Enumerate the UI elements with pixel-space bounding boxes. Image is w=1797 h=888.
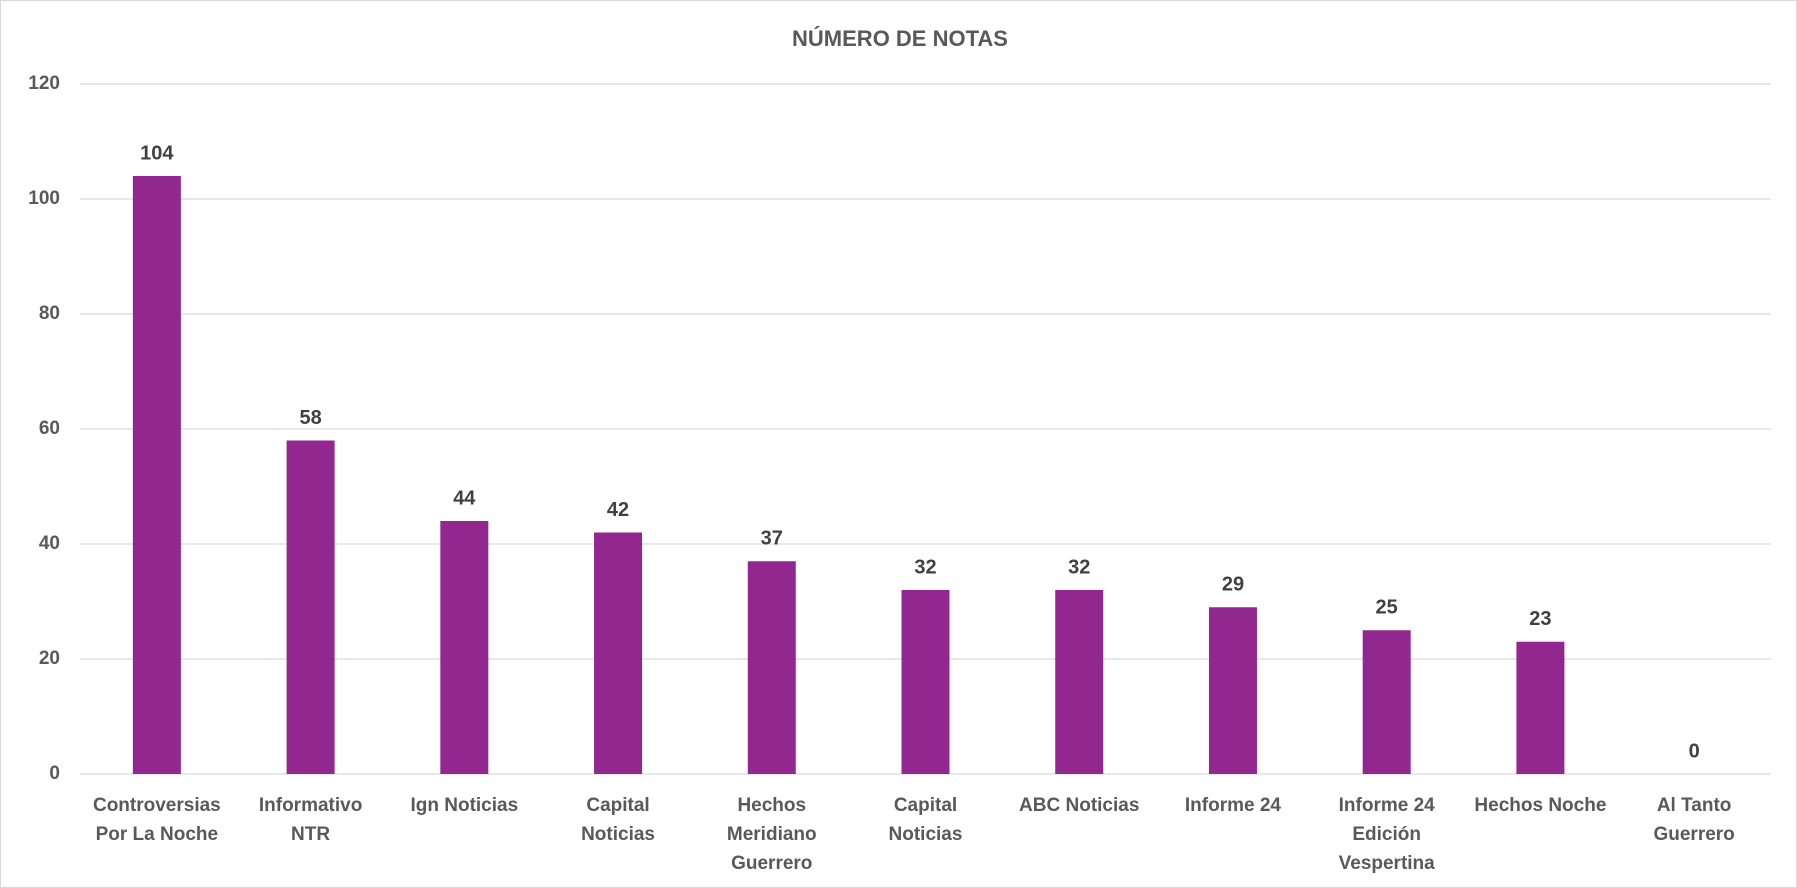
data-label: 25 (1376, 597, 1398, 619)
data-label: 42 (607, 499, 629, 521)
x-tick-label: Informe 24 Edición Vespertina (1339, 795, 1436, 874)
data-label: 32 (914, 556, 936, 578)
data-label: 44 (453, 487, 476, 509)
x-tick-label: Capital Noticias (889, 795, 963, 845)
bar (132, 176, 181, 774)
bar (1208, 607, 1257, 774)
bar (901, 590, 950, 774)
x-tick-label: Al Tanto Guerrero (1653, 795, 1734, 845)
y-tick-label: 60 (39, 418, 60, 439)
bar (440, 521, 489, 774)
data-label: 37 (761, 528, 783, 550)
x-tick-label: Informativo NTR (259, 795, 362, 845)
y-tick-label: 80 (39, 303, 60, 324)
x-tick-label: Capital Noticias (581, 795, 655, 845)
bar (747, 561, 796, 774)
x-tick-label: Controversias Por La Noche (93, 795, 221, 845)
bar (286, 440, 335, 774)
data-label: 32 (1068, 556, 1090, 578)
x-tick-label: Ign Noticias (410, 795, 518, 816)
bar (594, 532, 643, 774)
y-tick-label: 100 (28, 188, 60, 209)
x-tick-label: ABC Noticias (1019, 795, 1139, 816)
y-tick-label: 20 (39, 648, 60, 669)
y-tick-label: 40 (39, 533, 60, 554)
x-tick-label: Informe 24 (1185, 795, 1282, 816)
bar (1362, 630, 1411, 774)
x-tick-label: Hechos Meridiano Guerrero (727, 795, 817, 874)
bar (1055, 590, 1104, 774)
x-tick-label: Hechos Noche (1474, 795, 1606, 816)
y-tick-label: 0 (49, 763, 60, 784)
data-label: 0 (1689, 740, 1700, 762)
data-label: 29 (1222, 574, 1244, 596)
data-label: 23 (1529, 608, 1551, 630)
data-label: 104 (140, 142, 174, 164)
data-label: 58 (299, 407, 321, 429)
bar (1516, 641, 1565, 774)
y-tick-label: 120 (28, 73, 60, 94)
chart-title: NÚMERO DE NOTAS (792, 26, 1008, 51)
